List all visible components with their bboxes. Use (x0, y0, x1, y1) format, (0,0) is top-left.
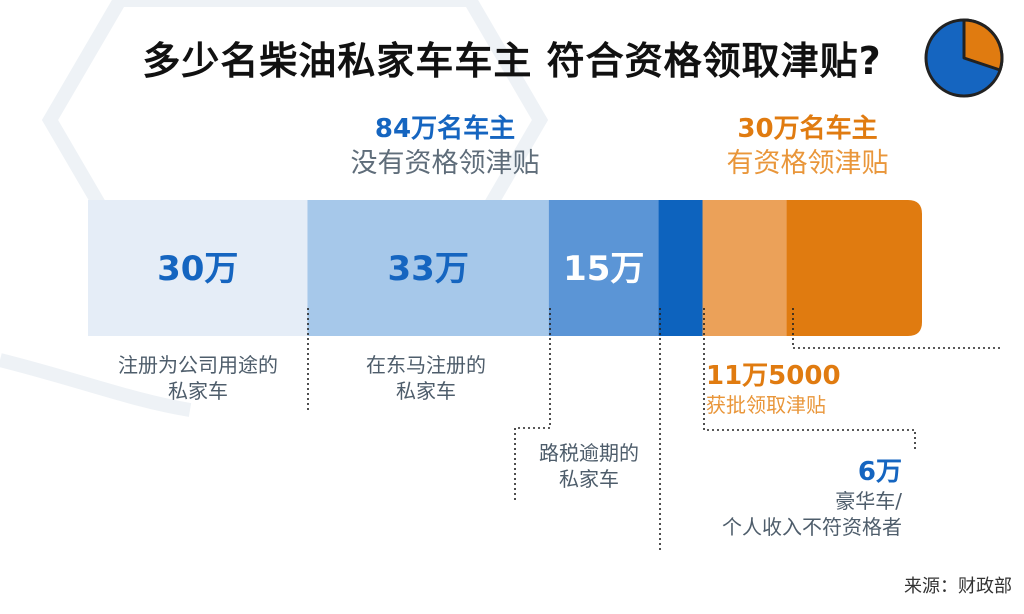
luxury-desc-line2: 个人收入不符资格者 (722, 515, 902, 539)
not-eligible-desc: 没有资格领津贴 (350, 148, 540, 179)
page-title: 多少名柴油私家车车主 符合资格领取津贴? (142, 39, 882, 83)
source-note: 来源：财政部 (904, 576, 1012, 597)
category-label-company: 注册为公司用途的 私家车 (118, 353, 278, 403)
luxury-count: 6万 (857, 457, 902, 487)
approved-note: 11万5000 获批领取津贴 (706, 360, 841, 418)
eligible-count: 30万名车主 (737, 114, 878, 144)
bar-segment-5 (702, 200, 788, 336)
leader-line-east (514, 308, 551, 500)
approved-desc: 获批领取津贴 (706, 393, 826, 417)
approved-count: 11万5000 (706, 361, 841, 391)
not-eligible-header: 84万名车主 没有资格领津贴 (320, 112, 570, 182)
eligible-desc: 有资格领津贴 (726, 148, 889, 179)
bar-segment-6 (786, 200, 922, 336)
bar-value-label-1: 30万 (157, 249, 238, 289)
not-eligible-count: 84万名车主 (374, 114, 516, 144)
luxury-note: 6万 豪华车/ 个人收入不符资格者 (680, 456, 902, 540)
bar-segment-3 (548, 200, 660, 336)
pie-chart-icon (924, 18, 1004, 98)
leader-line-approved (703, 308, 916, 450)
bar-segment-1 (88, 200, 308, 336)
bar-value-label-3: 15万 (563, 249, 644, 289)
bar-value-label-2: 33万 (388, 249, 469, 289)
eligible-header: 30万名车主 有资格领津贴 (700, 112, 915, 182)
category-label-east-malaysia: 在东马注册的 私家车 (366, 353, 486, 403)
bar-segment-2 (307, 200, 550, 336)
bar-segment-4 (658, 200, 704, 336)
luxury-desc-line1: 豪华车/ (835, 489, 902, 513)
leader-line-luxury (792, 308, 1000, 349)
category-label-road-tax: 路税逾期的 私家车 (539, 441, 639, 491)
